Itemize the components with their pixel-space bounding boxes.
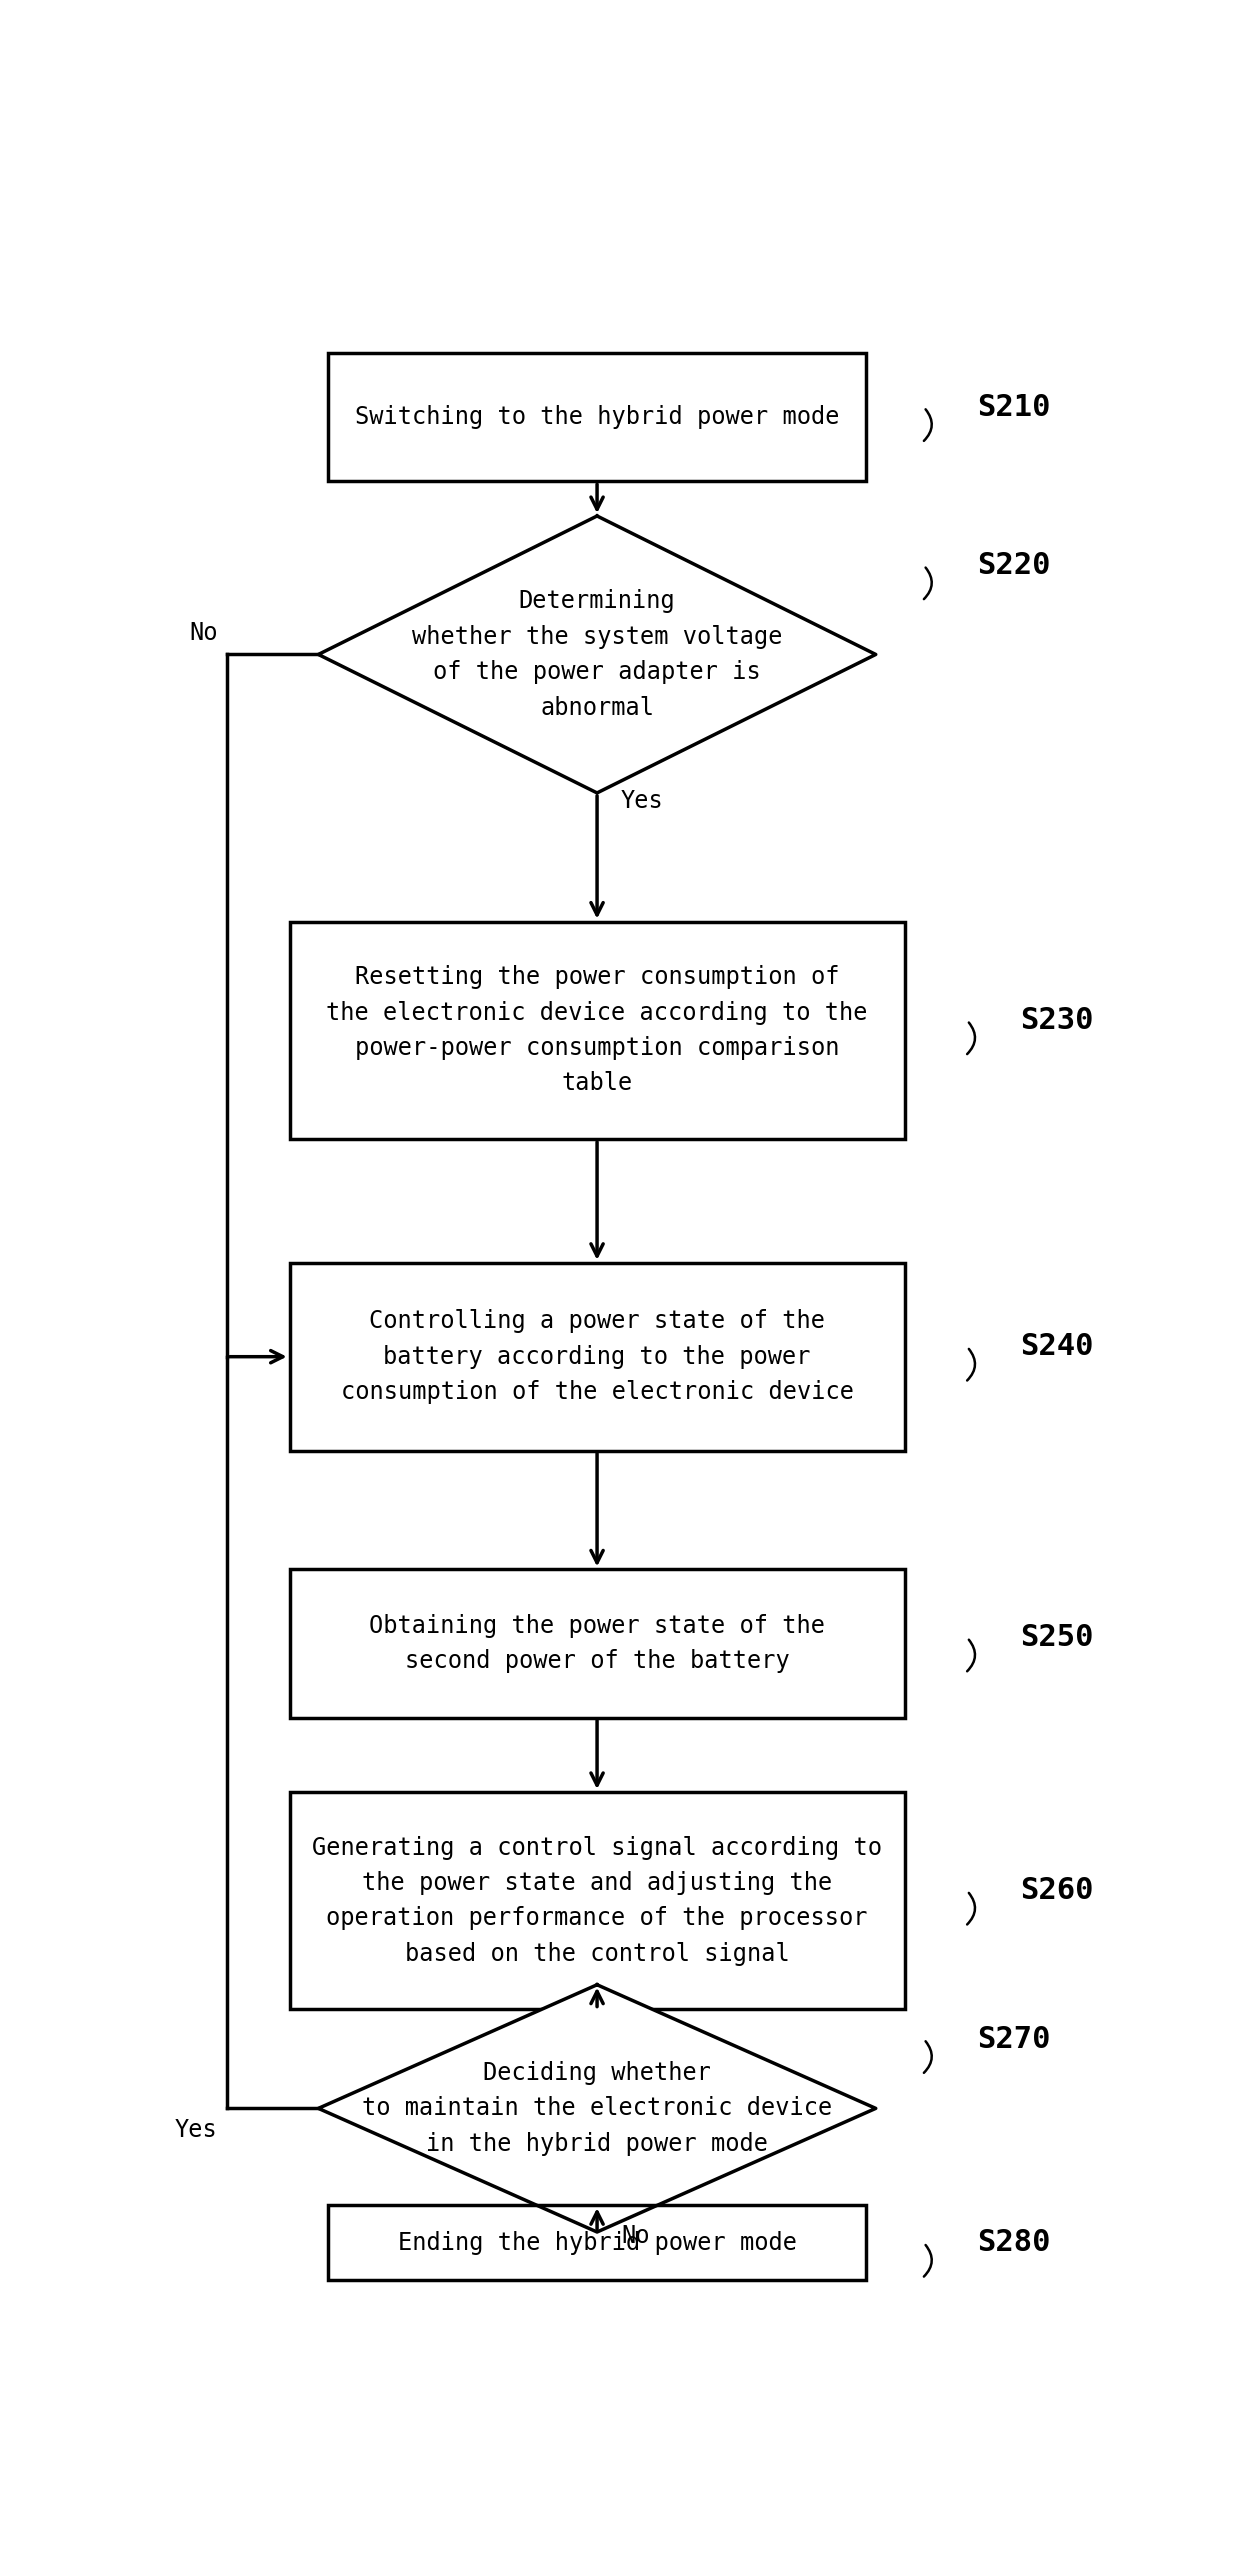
Bar <box>290 1570 904 1719</box>
Text: S280: S280 <box>977 2227 1050 2258</box>
Text: S250: S250 <box>1019 1624 1094 1652</box>
Text: S260: S260 <box>1019 1875 1094 1906</box>
Text: S230: S230 <box>1019 1007 1094 1035</box>
Polygon shape <box>319 516 875 794</box>
Text: S270: S270 <box>977 2024 1050 2053</box>
Text: Ending the hybrid power mode: Ending the hybrid power mode <box>398 2230 796 2256</box>
Text: Obtaining the power state of the
second power of the battery: Obtaining the power state of the second … <box>370 1613 825 1672</box>
Text: S220: S220 <box>977 550 1050 581</box>
Text: S210: S210 <box>977 393 1050 421</box>
Polygon shape <box>319 1986 875 2232</box>
Text: Controlling a power state of the
battery according to the power
consumption of t: Controlling a power state of the battery… <box>341 1310 853 1405</box>
Text: Switching to the hybrid power mode: Switching to the hybrid power mode <box>355 406 839 429</box>
Text: S240: S240 <box>1019 1333 1094 1362</box>
Text: Generating a control signal according to
the power state and adjusting the
opera: Generating a control signal according to… <box>312 1837 882 1965</box>
Bar <box>327 352 867 480</box>
Bar <box>327 2204 867 2281</box>
Bar <box>290 1793 904 2009</box>
Text: No: No <box>188 622 217 645</box>
Bar <box>290 1264 904 1451</box>
Bar <box>290 922 904 1138</box>
Text: Deciding whether
to maintain the electronic device
in the hybrid power mode: Deciding whether to maintain the electro… <box>362 2060 832 2155</box>
Text: Yes: Yes <box>621 789 663 812</box>
Text: No: No <box>621 2225 650 2248</box>
Text: Resetting the power consumption of
the electronic device according to the
power-: Resetting the power consumption of the e… <box>326 966 868 1094</box>
Text: Determining
whether the system voltage
of the power adapter is
abnormal: Determining whether the system voltage o… <box>412 588 782 719</box>
Text: Yes: Yes <box>175 2119 217 2143</box>
